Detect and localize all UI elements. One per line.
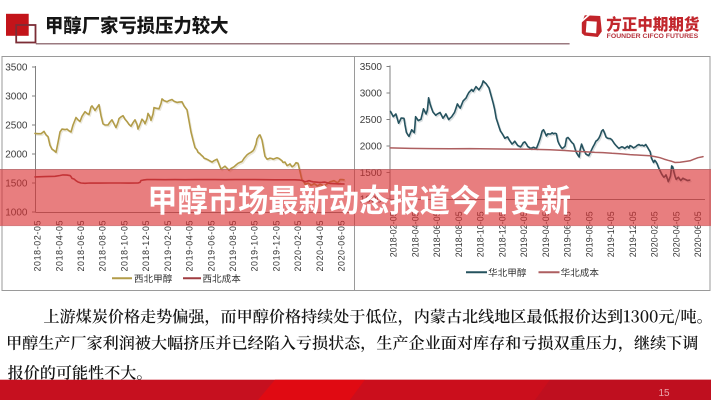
- svg-text:3000: 3000: [5, 92, 28, 103]
- svg-text:3500: 3500: [5, 63, 28, 74]
- svg-text:2000: 2000: [5, 150, 28, 161]
- svg-text:2019-10-05: 2019-10-05: [250, 220, 260, 271]
- svg-text:2019-06-05: 2019-06-05: [206, 220, 216, 271]
- svg-text:2020-02-05: 2020-02-05: [293, 220, 303, 271]
- svg-text:2019-12-05: 2019-12-05: [628, 211, 638, 257]
- svg-text:2018-12-05: 2018-12-05: [141, 220, 151, 271]
- svg-text:2018-04-05: 2018-04-05: [54, 220, 64, 271]
- svg-text:2500: 2500: [360, 115, 383, 126]
- svg-text:2018-08-05: 2018-08-05: [98, 220, 108, 271]
- svg-text:2019-10-05: 2019-10-05: [606, 211, 616, 257]
- svg-text:2019-02-05: 2019-02-05: [519, 211, 529, 257]
- svg-text:FOUNDER CIFCO FUTURES: FOUNDER CIFCO FUTURES: [607, 33, 699, 40]
- svg-text:2018-12-05: 2018-12-05: [497, 211, 507, 257]
- svg-text:2500: 2500: [5, 121, 28, 132]
- svg-text:15: 15: [659, 388, 671, 399]
- svg-text:2018-02-05: 2018-02-05: [389, 211, 399, 257]
- svg-text:2019-08-05: 2019-08-05: [228, 220, 238, 271]
- svg-text:2018-02-05: 2018-02-05: [33, 220, 43, 271]
- svg-text:2020-04-05: 2020-04-05: [315, 220, 325, 271]
- svg-text:2020-04-05: 2020-04-05: [672, 211, 682, 257]
- svg-text:2018-10-05: 2018-10-05: [119, 220, 129, 271]
- svg-text:2018-06-05: 2018-06-05: [76, 220, 86, 271]
- svg-text:3000: 3000: [360, 89, 383, 100]
- svg-text:2018-08-05: 2018-08-05: [454, 211, 464, 257]
- svg-text:3500: 3500: [360, 62, 383, 73]
- svg-text:2019-08-05: 2019-08-05: [585, 211, 595, 257]
- svg-text:2019-02-05: 2019-02-05: [163, 220, 173, 271]
- svg-text:2018-06-05: 2018-06-05: [432, 211, 442, 257]
- svg-text:2019-04-05: 2019-04-05: [185, 220, 195, 271]
- svg-text:2000: 2000: [360, 142, 383, 153]
- svg-text:2018-04-05: 2018-04-05: [410, 211, 420, 257]
- svg-text:2020-06-05: 2020-06-05: [337, 220, 347, 271]
- svg-text:2018-10-05: 2018-10-05: [476, 211, 486, 257]
- svg-text:2019-06-05: 2019-06-05: [563, 211, 573, 257]
- svg-text:2020-06-05: 2020-06-05: [693, 211, 703, 257]
- svg-text:2019-12-05: 2019-12-05: [271, 220, 281, 271]
- svg-text:2019-04-05: 2019-04-05: [541, 211, 551, 257]
- svg-text:2020-02-05: 2020-02-05: [650, 211, 660, 257]
